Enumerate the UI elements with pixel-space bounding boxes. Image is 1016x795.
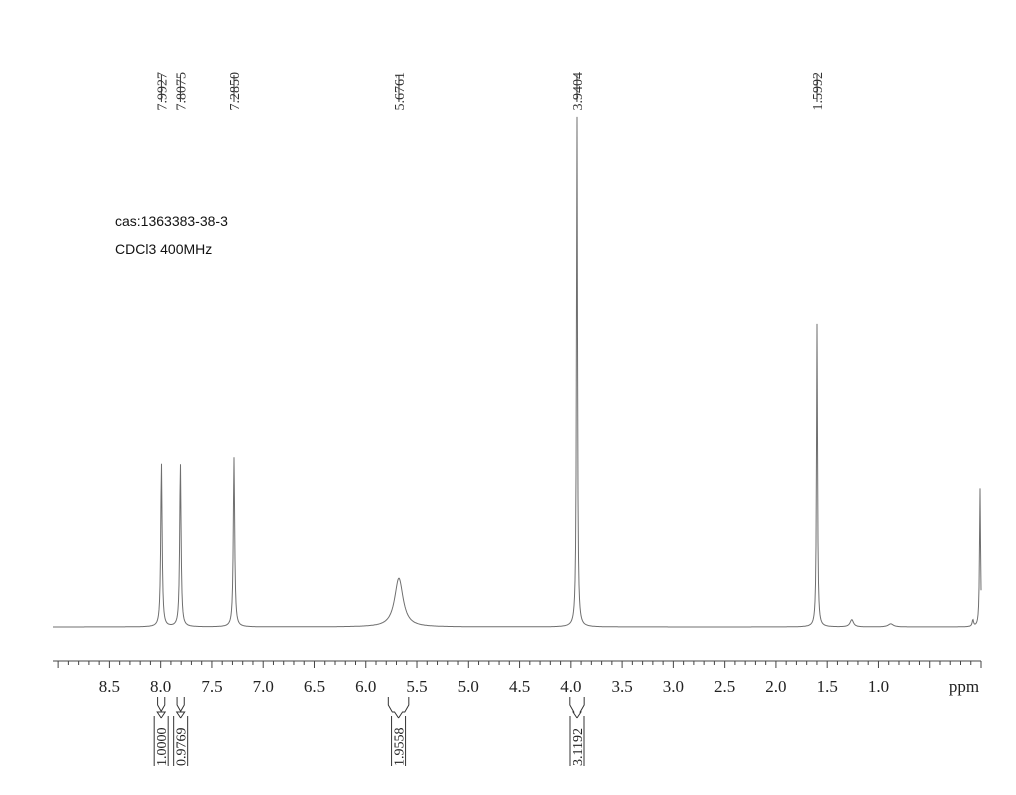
peak-label-text: 5.6761 xyxy=(393,72,408,111)
x-axis-tick-label: 5.0 xyxy=(458,677,479,696)
peak-label: 7.9927 xyxy=(155,72,170,111)
x-axis-tick-label: 2.0 xyxy=(765,677,786,696)
integral-bracket xyxy=(156,697,167,719)
peak-label: 5.6761 xyxy=(393,72,408,111)
integral: 0.9769 xyxy=(173,697,190,767)
peak-label-text: 7.2850 xyxy=(228,72,243,111)
x-axis-tick-label: 1.0 xyxy=(868,677,889,696)
x-axis-unit-label: ppm xyxy=(949,677,979,696)
integral: 1.0000 xyxy=(153,697,170,767)
x-axis-tick-label: 1.5 xyxy=(817,677,838,696)
integrals: 1.0000 0.9769 1.9558 3.1192 xyxy=(153,697,586,767)
peak-label-text: 3.9404 xyxy=(571,72,586,111)
x-axis-tick-label: 7.5 xyxy=(201,677,222,696)
x-axis-tick-label: 6.0 xyxy=(355,677,376,696)
integral-bracket xyxy=(569,697,585,719)
peak-label-text: 7.8075 xyxy=(174,72,189,111)
x-axis: ppm 8.5 8.0 7.5 7.0 6.5 6.0 5.5 5.0 4.5 4.0 3.5 3.0… xyxy=(53,660,982,696)
x-axis-tick-label: 3.5 xyxy=(611,677,632,696)
integral-value: 1.0000 xyxy=(155,728,170,767)
x-axis-tick-label: 4.5 xyxy=(509,677,530,696)
peak-label-text: 7.9927 xyxy=(155,72,170,111)
spectrum-line xyxy=(53,116,982,628)
integral-bracket xyxy=(175,697,186,719)
spectrum xyxy=(53,116,982,628)
x-axis-tick-label: 3.0 xyxy=(663,677,684,696)
x-axis-tick-label: 5.5 xyxy=(406,677,427,696)
x-axis-tick-label: 6.5 xyxy=(304,677,325,696)
sample-cas-number: cas:1363383-38-3 xyxy=(115,213,228,229)
integral-bracket xyxy=(387,697,410,719)
peak-label: 7.2850 xyxy=(228,72,243,111)
x-axis-tick-label: 8.5 xyxy=(99,677,120,696)
sample-conditions: CDCl3 400MHz xyxy=(115,241,213,257)
integral: 3.1192 xyxy=(569,697,586,766)
integral-value: 1.9558 xyxy=(393,728,408,767)
integral-value: 3.1192 xyxy=(571,728,586,766)
x-axis-tick-label: 2.5 xyxy=(714,677,735,696)
x-axis-tick-label: 7.0 xyxy=(253,677,274,696)
integral-value: 0.9769 xyxy=(175,728,190,767)
peak-label: 1.5992 xyxy=(811,72,826,111)
peak-label: 7.8075 xyxy=(174,72,189,111)
peak-labels: 7.9927 7.8075 7.2850 5.6761 3.9404 1.5992 xyxy=(155,72,826,111)
peak-label: 3.9404 xyxy=(571,72,586,111)
x-axis-tick-label: 4.0 xyxy=(560,677,581,696)
x-axis-tick-label: 8.0 xyxy=(150,677,171,696)
peak-label-text: 1.5992 xyxy=(811,72,826,111)
integral: 1.9558 xyxy=(387,697,410,767)
